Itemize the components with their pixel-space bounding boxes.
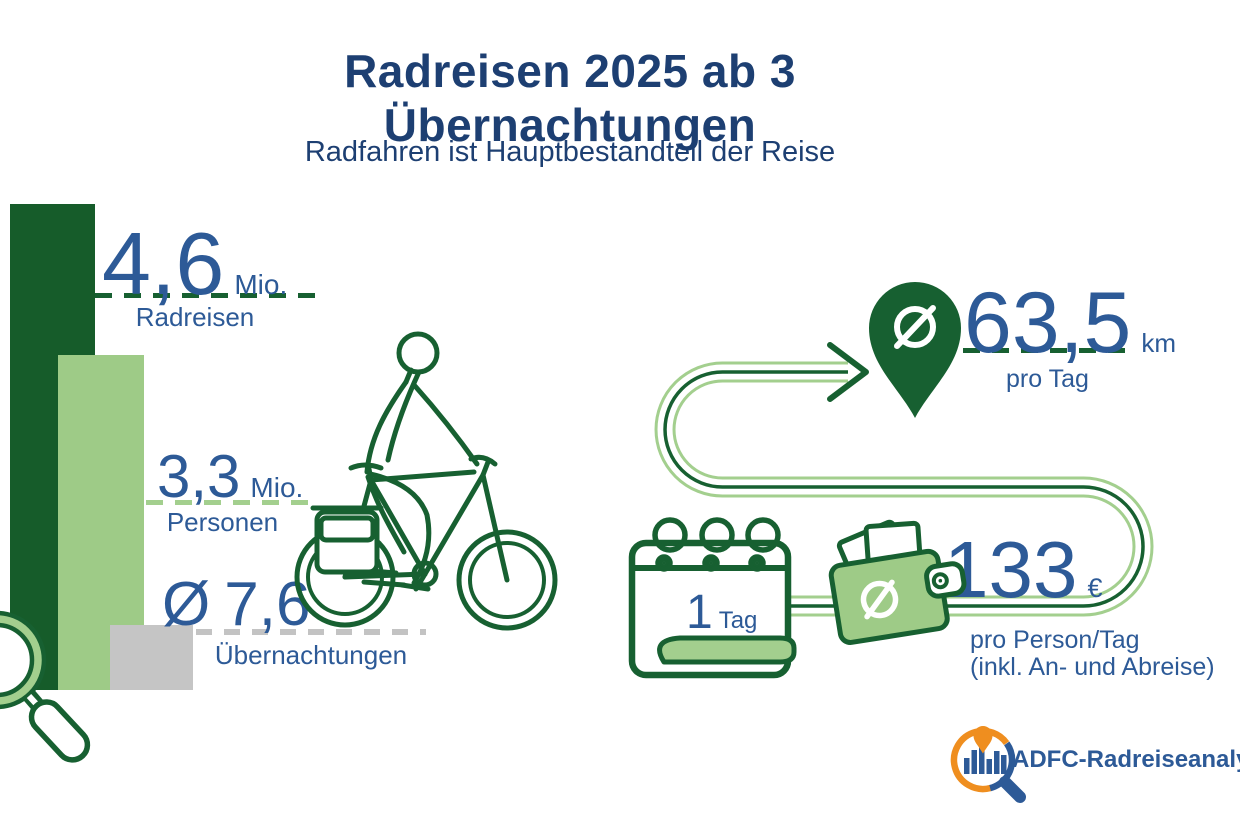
route-arrow-icon	[654, 342, 1154, 617]
brand-text: ADFC-Radreiseanalyse	[1012, 746, 1240, 773]
value-personen: 3,3 Mio.	[157, 447, 303, 507]
value-unit: Mio.	[234, 269, 288, 300]
bar-uebernachtungen	[110, 625, 193, 690]
caption-pro-person-tag: pro Person/Tag	[970, 626, 1140, 654]
caption-pro-tag: pro Tag	[1006, 365, 1089, 393]
page-title: Radreisen 2025 ab 3 Übernachtungen	[344, 45, 796, 151]
label-personen: Personen	[166, 507, 279, 537]
arrow-head-icon	[827, 342, 869, 402]
logo-bars	[964, 744, 1007, 774]
average-symbol	[860, 579, 899, 620]
value-unit: km	[1141, 328, 1177, 358]
magnifier-icon	[0, 610, 91, 763]
dashed-line-radreisen	[95, 293, 320, 298]
logo-handle	[999, 776, 1026, 803]
value-number: 3,3	[157, 443, 241, 510]
value-unit: €	[1087, 573, 1103, 603]
caption-inkl-anreise: (inkl. An- und Abreise)	[970, 653, 1215, 681]
dashed-line-personen	[146, 500, 318, 505]
cyclist-icon	[294, 331, 558, 631]
location-pin-icon	[869, 282, 961, 418]
page-curl	[657, 635, 797, 665]
value-number: 4,6	[102, 214, 225, 313]
value-number: 133	[944, 525, 1078, 614]
average-symbol: Ø	[162, 570, 211, 639]
average-symbol	[894, 305, 936, 349]
value-number: 63,5	[964, 275, 1132, 371]
value-unit: Mio.	[250, 472, 304, 503]
wallet-icon	[828, 519, 967, 645]
page-subtitle: Radfahren ist Hauptbestandteil der Reise	[304, 136, 836, 168]
value-km: 63,5 km	[964, 280, 1176, 366]
value-euro: 133 €	[944, 530, 1103, 610]
value-radreisen: 4,6 Mio.	[102, 220, 287, 308]
binder-rings-icon	[652, 517, 781, 572]
adfc-logo-icon	[950, 726, 1026, 803]
label-radreisen: Radreisen	[135, 302, 255, 332]
rider-head	[396, 331, 440, 375]
value-tag: 1 Tag	[686, 589, 757, 637]
value-number: 1	[686, 586, 713, 639]
label-uebernachtungen: Übernachtungen	[214, 640, 408, 670]
dashed-line-uebernachtungen	[196, 629, 426, 635]
value-unit: Tag	[718, 607, 758, 634]
calendar-icon	[628, 517, 797, 679]
dashed-line-km	[963, 348, 1135, 353]
